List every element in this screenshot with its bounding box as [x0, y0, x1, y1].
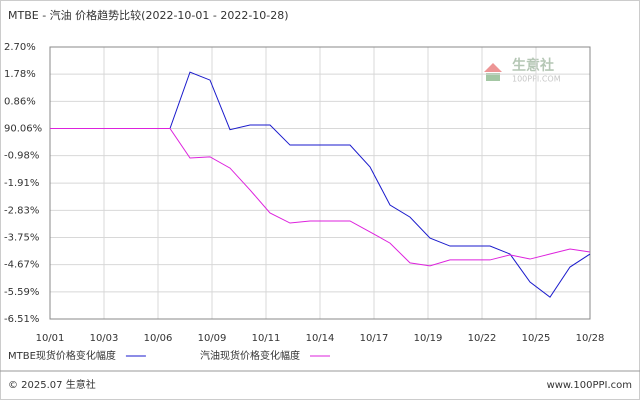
x-tick-label: 10/17: [360, 333, 389, 344]
x-tick-label: 10/11: [252, 333, 281, 344]
x-tick-label: 10/25: [522, 333, 551, 344]
y-tick-label: 0.86%: [4, 96, 36, 107]
footer-left: © 2025.07 生意社: [8, 378, 96, 391]
legend-label: MTBE现货价格变化幅度: [8, 349, 116, 362]
x-tick-label: 10/01: [36, 333, 65, 344]
y-tick-label: -4.67%: [4, 260, 39, 271]
x-tick-label: 10/14: [306, 333, 335, 344]
y-tick-label: -3.75%: [4, 232, 39, 243]
y-tick-label: -0.98%: [4, 151, 39, 162]
x-tick-label: 10/22: [468, 333, 497, 344]
y-tick-label: 1.78%: [4, 69, 36, 80]
watermark-name: 生意社: [512, 57, 554, 74]
x-tick-label: 10/28: [576, 333, 605, 344]
y-tick-label: 90.06%: [4, 124, 42, 135]
y-tick-label: -2.83%: [4, 205, 39, 216]
x-tick-label: 10/09: [198, 333, 227, 344]
y-tick-label: -5.59%: [4, 287, 39, 298]
logo-body: [486, 73, 500, 81]
x-tick-label: 10/03: [90, 333, 119, 344]
y-tick-label: -1.91%: [4, 178, 39, 189]
series-line: [50, 128, 591, 267]
logo-roof: [484, 63, 502, 72]
y-tick-label: 2.70%: [4, 42, 36, 53]
x-tick-label: 10/06: [144, 333, 173, 344]
y-tick-label: -6.51%: [4, 314, 39, 325]
footer-right: www.100PPI.com: [547, 380, 632, 391]
plot-border: [49, 46, 591, 320]
legend-label: 汽油现货价格变化幅度: [200, 349, 300, 362]
x-tick-label: 10/19: [414, 333, 443, 344]
chart-title: MTBE - 汽油 价格趋势比较(2022-10-01 - 2022-10-28…: [8, 8, 289, 22]
